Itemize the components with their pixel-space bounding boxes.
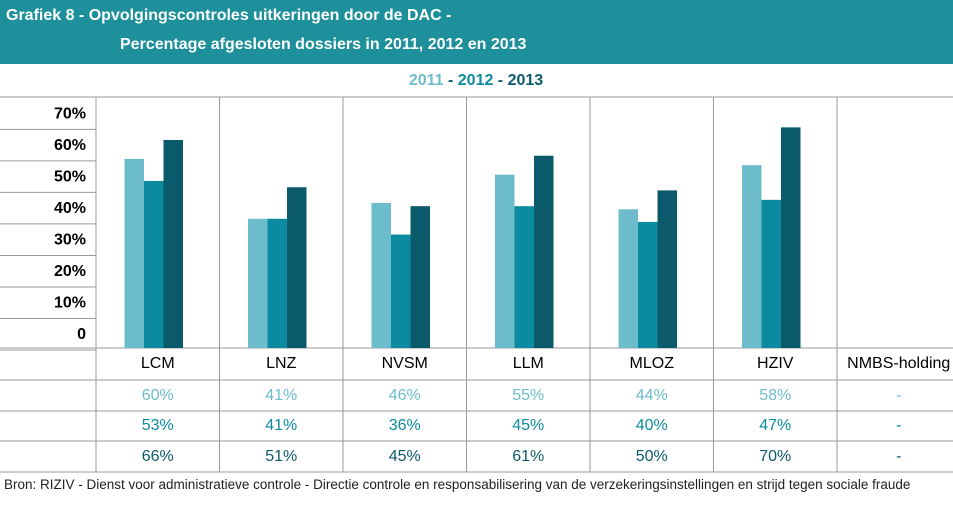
table-cell: - <box>896 387 901 404</box>
chart-title: Grafiek 8 - Opvolgingscontroles uitkerin… <box>6 7 451 24</box>
table-cell: 58% <box>759 387 791 404</box>
table-cell: 70% <box>759 448 791 465</box>
table-cell: 55% <box>512 387 544 404</box>
title-bar <box>0 0 953 64</box>
y-tick-label: 50% <box>54 169 86 186</box>
y-tick-label: 0 <box>77 326 86 343</box>
source-note: Bron: RIZIV - Dienst voor administratiev… <box>4 477 911 492</box>
table-cell: 36% <box>389 417 421 434</box>
table-cell: 44% <box>636 387 668 404</box>
legend: 2011 - 2012 - 2013 <box>409 72 543 89</box>
x-tick-label: NMBS-holding <box>847 355 950 372</box>
bar <box>618 209 638 348</box>
chart-title: Percentage afgesloten dossiers in 2011, … <box>120 36 527 53</box>
x-tick-label: MLOZ <box>630 355 675 372</box>
y-tick-label: 20% <box>54 263 86 280</box>
table-cell: 46% <box>389 387 421 404</box>
legend-separator: - <box>493 72 507 89</box>
table-cell: 53% <box>142 417 174 434</box>
table-cell: 60% <box>142 387 174 404</box>
table-cell: 40% <box>636 417 668 434</box>
bar <box>657 190 677 348</box>
bar <box>248 218 268 348</box>
legend-entry: 2013 <box>508 72 544 89</box>
x-tick-label: HZIV <box>757 355 794 372</box>
y-tick-label: 10% <box>54 295 86 312</box>
y-tick-label: 40% <box>54 200 86 217</box>
bar <box>267 218 287 348</box>
y-tick-label: 30% <box>54 232 86 249</box>
bar <box>534 155 554 348</box>
legend-entry: 2011 <box>409 72 444 89</box>
table-cell: 50% <box>636 448 668 465</box>
bar <box>287 187 307 348</box>
table-cell: 41% <box>265 387 297 404</box>
bar <box>495 174 515 348</box>
bar <box>391 234 411 348</box>
table-cell: 47% <box>759 417 791 434</box>
x-tick-label: NVSM <box>382 355 428 372</box>
table-cell: - <box>896 448 901 465</box>
bar <box>371 203 391 348</box>
table-cell: 45% <box>389 448 421 465</box>
x-tick-label: LCM <box>141 355 175 372</box>
bar <box>163 139 183 348</box>
y-tick-label: 60% <box>54 137 86 154</box>
table-cell: 41% <box>265 417 297 434</box>
table-cell: 66% <box>142 448 174 465</box>
bar <box>638 221 658 348</box>
legend-separator: - <box>444 72 458 89</box>
table-cell: 51% <box>265 448 297 465</box>
x-tick-label: LNZ <box>266 355 296 372</box>
bar <box>761 199 781 348</box>
legend-entry: 2012 <box>458 72 494 89</box>
y-tick-label: 70% <box>54 106 86 123</box>
bar <box>124 158 144 348</box>
bar <box>742 165 762 348</box>
x-tick-label: LLM <box>513 355 544 372</box>
bar <box>514 206 534 348</box>
chart: Grafiek 8 - Opvolgingscontroles uitkerin… <box>0 0 953 473</box>
table-cell: - <box>896 417 901 434</box>
bar <box>410 206 430 348</box>
table-cell: 61% <box>512 448 544 465</box>
bar <box>781 127 801 348</box>
bar <box>144 180 164 348</box>
table-cell: 45% <box>512 417 544 434</box>
